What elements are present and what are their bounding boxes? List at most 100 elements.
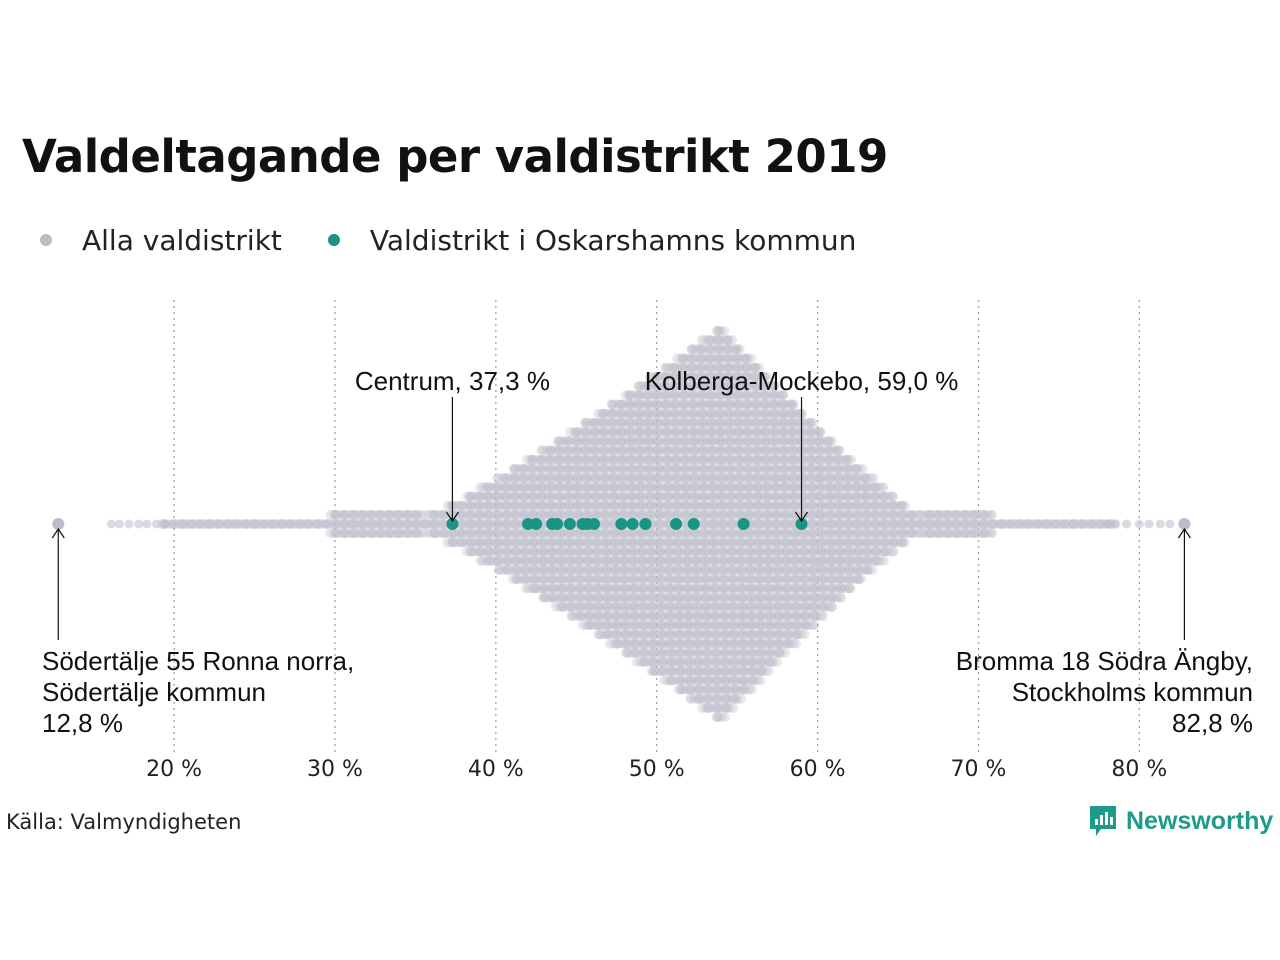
swarm-dot: [544, 491, 555, 502]
swarm-dot: [337, 509, 347, 520]
swarm-dot: [447, 537, 458, 548]
swarm-dot: [508, 473, 519, 483]
swarm-dot: [458, 537, 469, 548]
swarm-dot: [385, 528, 396, 539]
swarm-dot: [545, 445, 555, 456]
swarm-dot: [836, 592, 846, 603]
swarm-dot: [529, 491, 540, 502]
swarm-dot: [402, 519, 413, 529]
swarm-dot: [285, 519, 295, 529]
swarm-dot: [366, 509, 377, 520]
swarm-dot: [502, 546, 513, 557]
swarm-dot: [494, 500, 504, 511]
swarm-dot: [545, 491, 556, 502]
swarm-dot: [341, 519, 352, 529]
swarm-dot: [438, 528, 449, 539]
swarm-dot: [524, 546, 534, 557]
swarm-dot: [450, 528, 461, 539]
swarm-dot: [376, 519, 387, 529]
swarm-dot: [543, 565, 554, 575]
swarm-dot: [458, 509, 469, 520]
swarm-dot: [521, 537, 531, 548]
swarm-dot: [267, 519, 278, 529]
swarm-dot: [541, 445, 552, 456]
swarm-dot: [525, 454, 536, 465]
swarm-dot: [204, 519, 215, 529]
swarm-dot: [442, 500, 453, 511]
swarm-dot: [230, 519, 241, 529]
swarm-dot: [523, 574, 534, 585]
swarm-dot: [501, 509, 512, 520]
swarm-dot: [491, 500, 502, 511]
swarm-dot: [527, 482, 538, 493]
swarm-dot: [483, 509, 494, 520]
swarm-dot: [178, 519, 189, 529]
swarm-dot: [492, 555, 502, 566]
swarm-dot: [529, 500, 540, 511]
swarm-dot: [205, 519, 216, 529]
swarm-dot: [421, 519, 431, 529]
swarm-dot: [746, 353, 757, 364]
swarm-dot: [513, 519, 523, 529]
legend-dot-oskarshamn: [327, 234, 340, 246]
swarm-dot: [473, 491, 484, 502]
swarm-dot: [461, 546, 472, 557]
swarm-dot: [339, 528, 350, 539]
swarm-dot: [438, 519, 449, 529]
swarm-dot: [511, 546, 522, 557]
swarm-dot: [505, 500, 516, 511]
swarm-dot: [493, 537, 503, 548]
swarm-dot: [456, 519, 467, 529]
swarm-dot: [393, 519, 404, 529]
swarm-dot: [508, 482, 519, 493]
swarm-dot: [393, 509, 404, 520]
swarm-dot: [270, 519, 281, 529]
swarm-dot: [339, 519, 350, 529]
swarm-dot: [529, 555, 540, 566]
swarm-dot: [521, 473, 532, 483]
swarm-dot: [450, 537, 461, 548]
swarm-dot: [464, 491, 475, 502]
swarm-dot: [520, 537, 530, 548]
swarm-dot: [502, 565, 513, 575]
swarm-dot: [347, 519, 358, 529]
swarm-dot: [465, 509, 476, 520]
swarm-dot: [492, 519, 502, 529]
swarm-dot: [255, 519, 265, 529]
swarm-dot: [496, 555, 507, 566]
swarm-dot: [535, 537, 546, 548]
swarm-dot: [464, 500, 475, 511]
swarm-dot: [492, 519, 503, 529]
swarm-dot: [492, 482, 502, 493]
swarm-dot: [224, 519, 235, 529]
swarm-dot: [352, 509, 363, 520]
swarm-dot: [410, 528, 421, 539]
swarm-dot: [176, 519, 187, 529]
swarm-dot: [510, 500, 520, 511]
swarm-dot: [485, 509, 496, 520]
swarm-dot: [481, 482, 492, 493]
swarm-dot: [500, 565, 510, 575]
swarm-dot: [521, 565, 531, 575]
swarm-dot: [509, 473, 520, 483]
swarm-dot: [537, 463, 548, 474]
swarm-dot: [519, 546, 530, 557]
swarm-dot: [462, 491, 473, 502]
swarm-dot: [538, 509, 548, 520]
swarm-dot: [492, 509, 503, 520]
swarm-dot: [508, 555, 519, 566]
swarm-dot: [418, 509, 429, 520]
swarm-dot: [489, 519, 500, 529]
swarm-dot: [546, 491, 557, 502]
swarm-dot: [402, 519, 412, 529]
swarm-dot: [529, 463, 540, 474]
swarm-dot: [500, 482, 511, 493]
swarm-dot: [391, 528, 402, 539]
swarm-dot: [533, 473, 544, 483]
swarm-dot: [511, 565, 522, 575]
swarm-dot: [469, 546, 480, 557]
swarm-dot: [505, 528, 515, 539]
swarm-dot: [502, 482, 513, 493]
swarm-dot: [533, 454, 544, 465]
swarm-dot: [474, 500, 484, 511]
